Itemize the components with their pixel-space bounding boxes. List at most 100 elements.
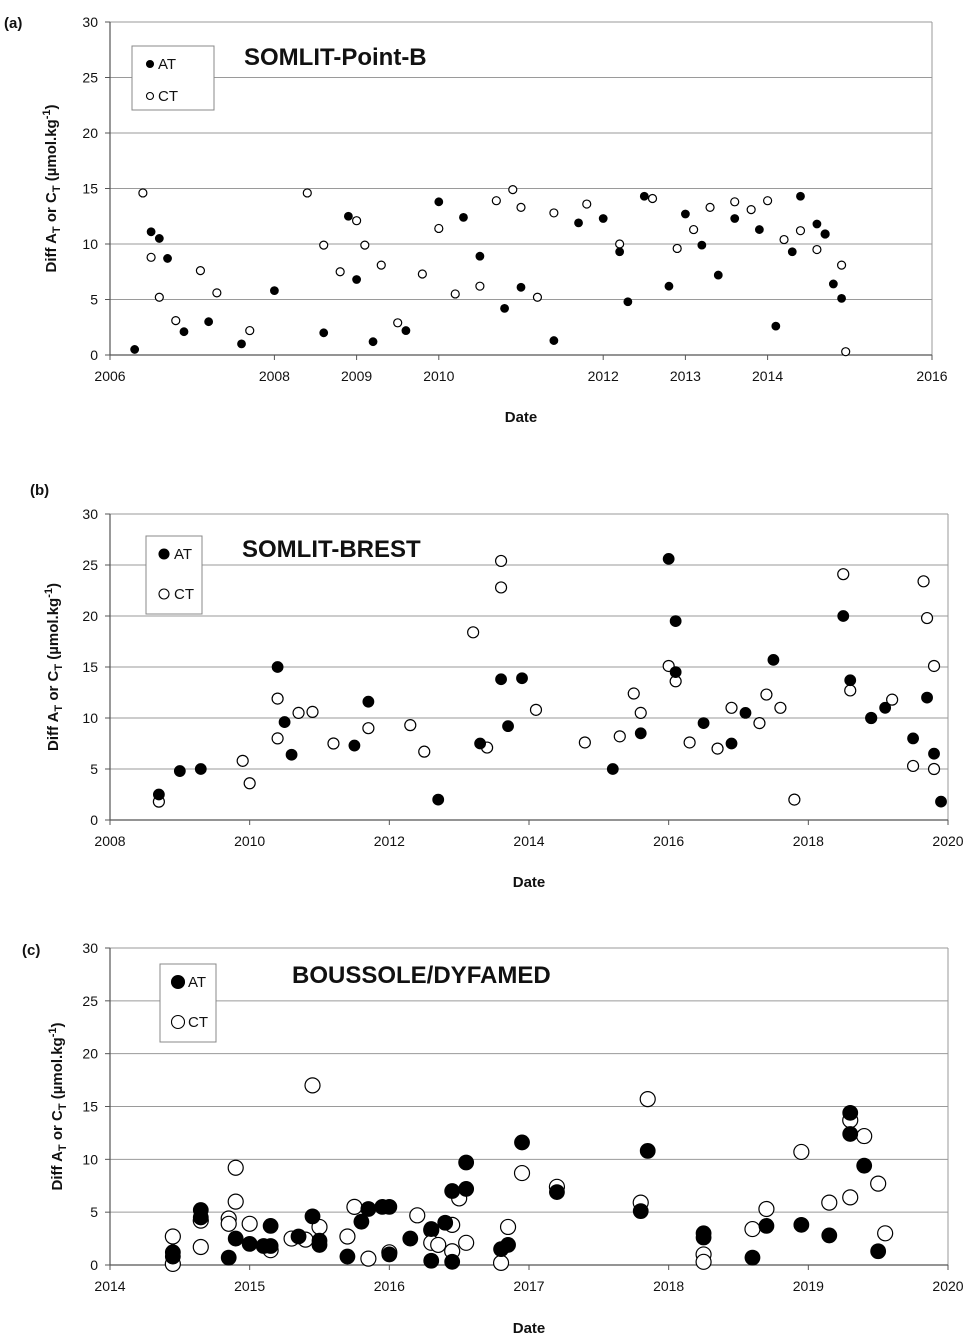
data-point-at	[695, 1229, 712, 1246]
data-point-ct	[360, 1250, 377, 1267]
data-point-at	[173, 765, 186, 777]
data-point-ct	[812, 244, 822, 255]
y-axis-label: Diff AT or CT (µmol.kg-1)	[43, 583, 65, 751]
data-point-at	[381, 1246, 398, 1263]
y-tick-label: 30	[82, 506, 98, 522]
data-point-ct	[319, 240, 329, 250]
legend-label-ct: CT	[188, 1014, 208, 1031]
data-point-at	[669, 666, 682, 678]
data-point-ct	[418, 745, 431, 758]
data-point-ct	[870, 1175, 887, 1192]
data-point-ct	[192, 1238, 209, 1256]
chart-panel-3: 0 5 10 15 20 25 30 2014 2015 2016 2017 2018 2019 2020…	[22, 940, 964, 1337]
data-point-at	[821, 1227, 838, 1244]
data-point-ct	[409, 1207, 426, 1224]
data-point-at	[241, 1235, 258, 1252]
data-point-at	[368, 337, 378, 347]
data-point-at	[664, 281, 674, 291]
chart-title: SOMLIT-BREST	[242, 536, 421, 563]
legend: AT CT	[159, 963, 217, 1043]
data-point-ct	[532, 292, 543, 302]
data-point-at	[744, 1249, 761, 1266]
data-point-ct	[788, 793, 801, 806]
data-point-at	[856, 1157, 873, 1174]
data-point-ct	[886, 693, 899, 706]
data-point-ct	[578, 736, 591, 749]
series-at	[152, 552, 947, 808]
data-point-ct	[138, 188, 148, 198]
data-point-at	[360, 1201, 377, 1217]
x-tick-label: 2014	[94, 1278, 125, 1294]
data-point-ct	[164, 1228, 181, 1245]
legend-label-ct: CT	[174, 586, 194, 603]
data-point-at	[634, 727, 647, 740]
data-point-ct	[730, 197, 740, 207]
data-point-ct	[360, 240, 370, 250]
data-point-at	[353, 1213, 370, 1230]
x-tick-label: 2019	[793, 1278, 824, 1294]
x-tick-label: 2008	[259, 368, 290, 384]
data-point-ct	[906, 759, 920, 773]
data-point-at	[311, 1237, 328, 1253]
data-point-at	[204, 317, 214, 327]
data-point-at	[237, 339, 246, 349]
data-point-at	[842, 1104, 859, 1121]
x-tick-label: 2014	[513, 833, 544, 849]
data-point-at	[437, 1214, 454, 1231]
legend: AT CT	[131, 45, 215, 111]
data-point-at	[870, 1243, 887, 1260]
data-point-at	[697, 240, 707, 250]
data-point-ct	[647, 193, 658, 204]
y-tick-label: 30	[82, 14, 98, 30]
data-point-at	[402, 1230, 419, 1247]
data-point-at	[152, 788, 165, 801]
y-tick-label: 25	[82, 993, 98, 1009]
data-point-at	[290, 1228, 307, 1245]
data-point-at	[639, 191, 649, 201]
legend-label-ct: CT	[158, 88, 178, 105]
y-tick-label: 5	[90, 292, 98, 308]
data-point-at	[516, 672, 528, 685]
data-point-ct	[339, 1228, 356, 1245]
data-point-ct	[529, 703, 543, 716]
data-point-ct	[404, 719, 417, 732]
x-tick-label: 2014	[752, 368, 783, 384]
data-point-at	[754, 225, 764, 234]
data-point-at	[662, 552, 675, 565]
data-point-at	[319, 328, 329, 338]
data-point-at	[339, 1248, 356, 1265]
data-point-at	[574, 218, 583, 228]
y-tick-label: 10	[82, 710, 98, 726]
data-point-at	[842, 1126, 859, 1142]
x-tick-label: 2010	[234, 833, 265, 849]
data-point-ct	[513, 1164, 531, 1182]
data-point-at	[343, 211, 353, 221]
data-point-at	[458, 1181, 475, 1197]
data-point-ct	[241, 1215, 258, 1232]
data-point-at	[474, 737, 487, 750]
chart-panel-2: 0 5 10 15 20 25 30 2008 2010 2012 2014 2016 2018 2020…	[30, 482, 964, 891]
legend-label-at: AT	[188, 974, 206, 991]
data-point-ct	[613, 730, 626, 743]
data-point-at	[606, 763, 619, 775]
data-point-at	[623, 297, 633, 307]
data-point-at	[935, 795, 947, 808]
data-point-ct	[837, 568, 850, 581]
data-point-ct	[450, 289, 460, 299]
data-point-ct	[779, 234, 789, 245]
series-ct	[138, 185, 851, 357]
data-point-ct	[760, 688, 773, 701]
data-point-at	[194, 763, 207, 775]
x-axis-label: Date	[505, 409, 538, 426]
x-tick-label: 2017	[513, 1278, 544, 1294]
data-point-at	[227, 1230, 244, 1247]
panel-label: (c)	[22, 942, 40, 959]
data-point-ct	[793, 1143, 810, 1161]
data-point-at	[549, 1184, 565, 1200]
data-point-at	[495, 673, 507, 686]
data-point-at	[865, 712, 878, 724]
data-point-at	[271, 661, 284, 673]
x-tick-label: 2010	[423, 368, 454, 384]
data-point-ct	[695, 1253, 712, 1270]
data-point-at	[352, 275, 362, 284]
